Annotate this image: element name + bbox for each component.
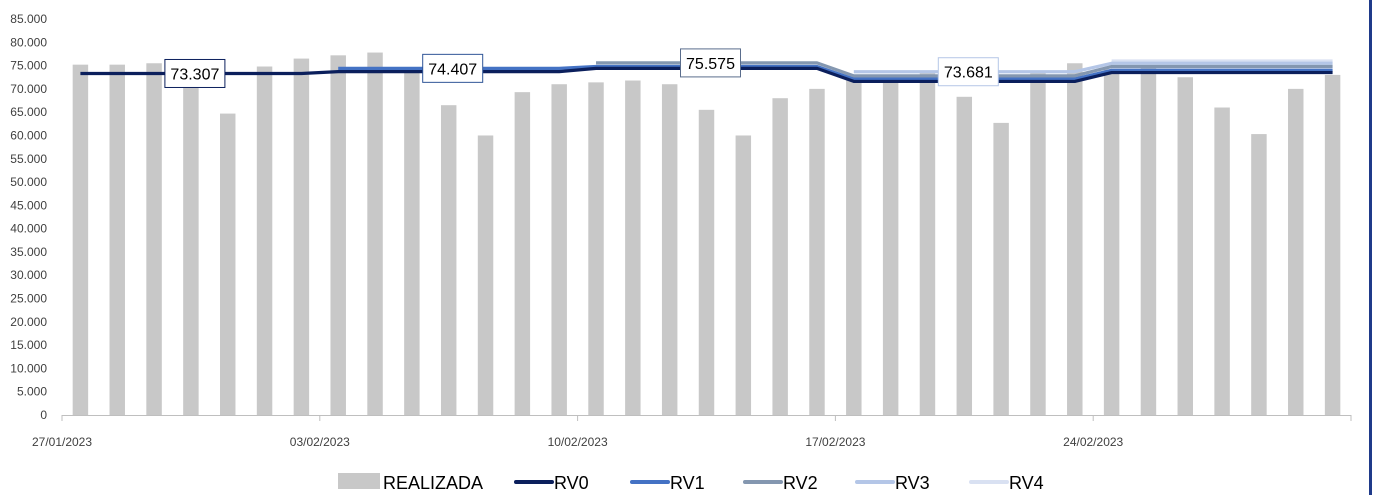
callout-label: 74.407	[428, 61, 477, 78]
x-tick-label: 24/02/2023	[1063, 435, 1123, 449]
bar-realizada	[1214, 107, 1230, 416]
legend-label: RV3	[895, 473, 930, 493]
bar-realizada	[551, 84, 567, 416]
bar-realizada	[698, 109, 715, 416]
chart-frame-border	[1369, 0, 1372, 495]
y-tick-label: 60.000	[10, 128, 47, 142]
bar-realizada	[1251, 134, 1267, 415]
axes: 0 5.000 10.000 15.000 20.000 25.000 30.000 35.0…	[10, 12, 1352, 449]
x-tick-label: 27/01/2023	[32, 435, 92, 449]
bar-realizada	[440, 105, 457, 415]
legend-label: REALIZADA	[383, 473, 483, 493]
y-tick-label: 5.000	[17, 385, 47, 399]
bar-realizada	[477, 135, 494, 415]
bar-realizada	[1067, 63, 1083, 416]
bar-realizada	[661, 84, 678, 416]
callout-box	[422, 53, 484, 83]
bar-realizada	[367, 52, 383, 416]
bar-realizada	[1030, 72, 1046, 415]
bar-realizada	[72, 64, 89, 416]
bar-realizada	[993, 122, 1009, 416]
bars-realizada	[72, 52, 1341, 416]
callout-box	[680, 48, 741, 78]
bar-realizada	[588, 82, 604, 416]
bar-realizada	[109, 64, 125, 416]
data-callouts: 73.307 74.407 75.575 73.681	[164, 48, 999, 88]
bar-realizada	[846, 77, 862, 415]
bar-realizada	[183, 81, 199, 416]
bar-realizada	[293, 58, 310, 415]
legend-label: RV1	[670, 473, 705, 493]
bar-realizada	[809, 88, 825, 415]
bar-realizada	[625, 80, 641, 416]
bar-realizada	[1177, 77, 1194, 415]
y-tick-label: 75.000	[10, 59, 47, 73]
y-tick-label: 40.000	[10, 222, 47, 236]
x-tick-label: 17/02/2023	[805, 435, 865, 449]
bar-realizada	[919, 71, 936, 415]
callout-label: 73.307	[170, 66, 219, 83]
legend: REALIZADA RV0 RV1 RV2 RV3 RV4	[338, 473, 1044, 493]
callout-box	[164, 58, 226, 88]
y-tick-label: 70.000	[10, 82, 47, 96]
y-tick-label: 30.000	[10, 268, 47, 282]
y-tick-label: 55.000	[10, 152, 47, 166]
y-tick-label: 25.000	[10, 292, 47, 306]
y-tick-label: 0	[40, 408, 47, 422]
callout-label: 75.575	[686, 56, 735, 73]
y-tick-label: 50.000	[10, 175, 47, 189]
y-tick-label: 15.000	[10, 338, 47, 352]
y-tick-label: 35.000	[10, 245, 47, 259]
callout-box	[937, 57, 999, 87]
bar-realizada	[1103, 69, 1120, 415]
y-tick-label: 65.000	[10, 105, 47, 119]
bar-realizada	[1140, 65, 1157, 416]
bar-realizada	[146, 63, 162, 416]
legend-swatch-bar	[338, 473, 380, 489]
x-tick-label: 10/02/2023	[548, 435, 608, 449]
y-tick-label: 85.000	[10, 12, 47, 26]
bar-realizada	[735, 135, 752, 415]
bar-realizada	[219, 113, 236, 415]
bar-realizada	[956, 96, 973, 415]
y-tick-label: 10.000	[10, 361, 47, 375]
legend-label: RV2	[783, 473, 818, 493]
bar-realizada	[772, 98, 788, 415]
bar-realizada	[882, 74, 899, 415]
x-tick-label: 03/02/2023	[290, 435, 350, 449]
line-rv1	[338, 64, 1333, 81]
bar-realizada	[256, 66, 273, 416]
callout-label: 73.681	[944, 65, 993, 82]
y-tick-label: 45.000	[10, 198, 47, 212]
bar-realizada	[514, 92, 531, 416]
legend-label: RV4	[1009, 473, 1044, 493]
bar-realizada	[404, 70, 420, 415]
bar-realizada	[330, 55, 346, 415]
y-tick-label: 20.000	[10, 315, 47, 329]
bar-realizada	[1324, 74, 1341, 415]
bar-realizada	[1288, 88, 1304, 415]
y-tick-label: 80.000	[10, 35, 47, 49]
legend-label: RV0	[554, 473, 589, 493]
